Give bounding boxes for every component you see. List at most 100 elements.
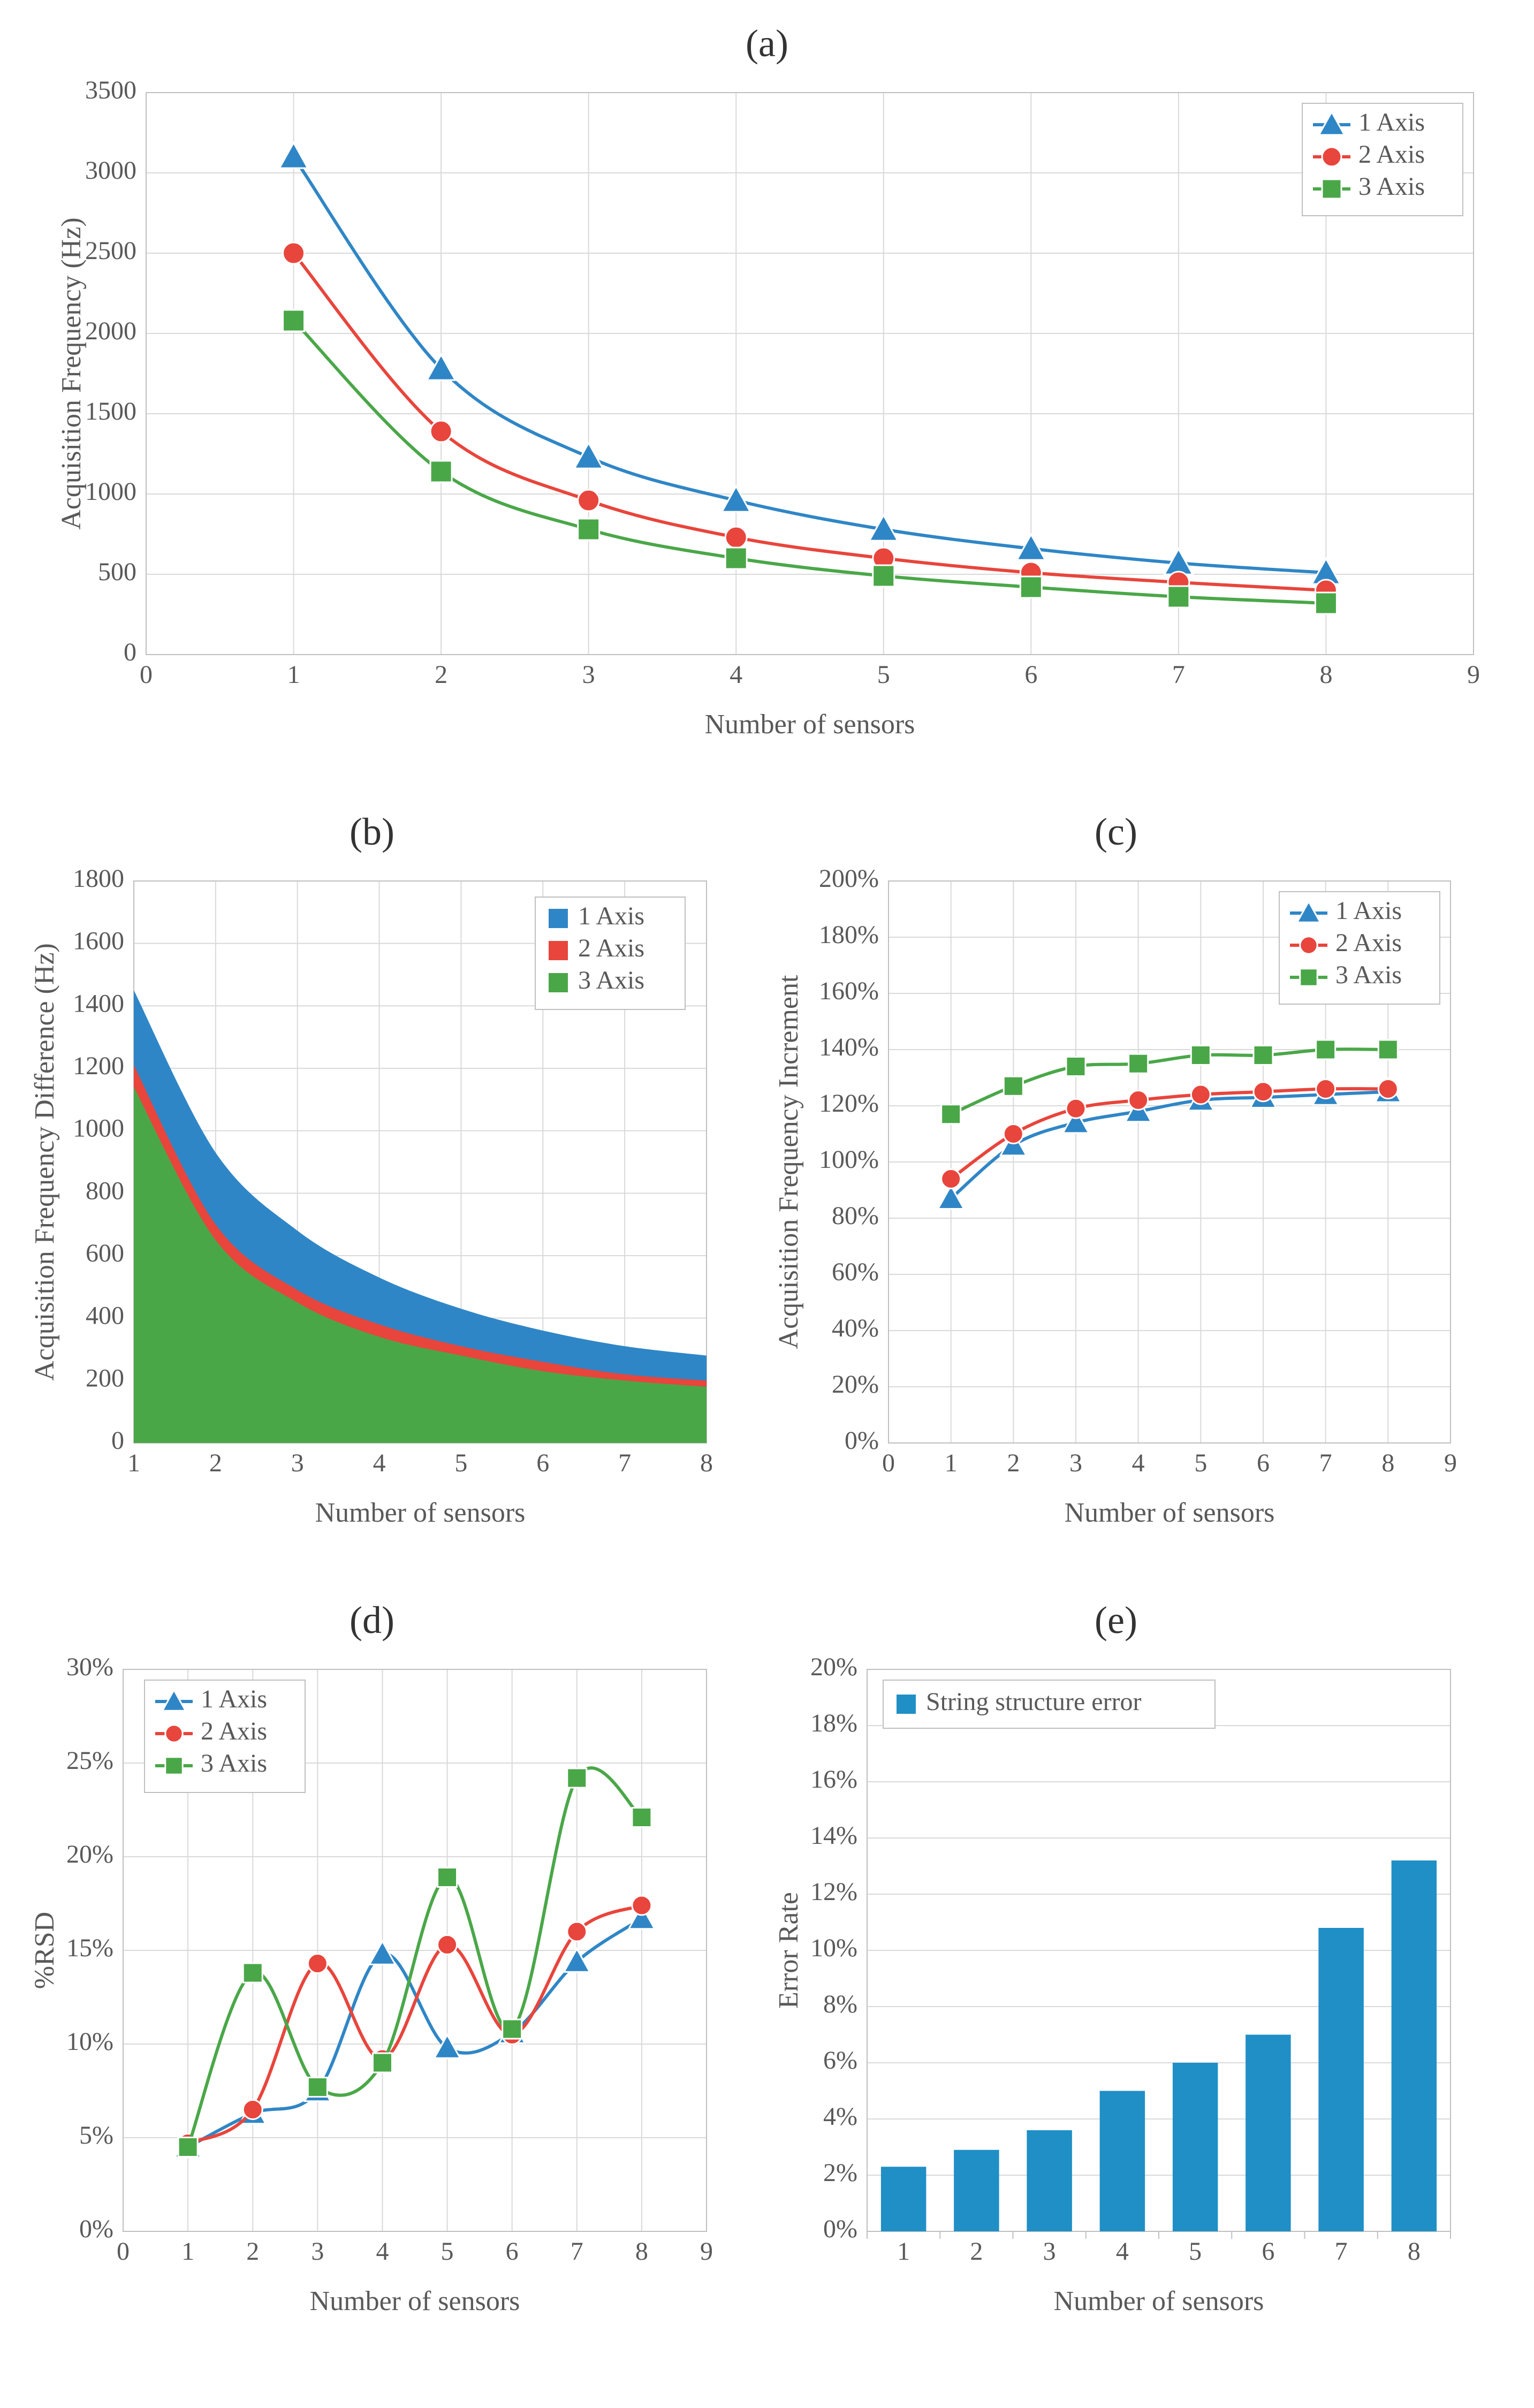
svg-text:16%: 16%: [810, 1765, 857, 1794]
svg-text:2: 2: [209, 1449, 222, 1477]
svg-text:3 Axis: 3 Axis: [578, 966, 644, 994]
svg-text:Error Rate: Error Rate: [773, 1892, 804, 2009]
svg-text:0: 0: [882, 1449, 895, 1477]
svg-text:Number of sensors: Number of sensors: [705, 709, 915, 740]
panel-b: (b) 020040060080010001200140016001800123…: [21, 810, 723, 1534]
svg-text:3: 3: [1043, 2237, 1056, 2266]
svg-text:0: 0: [140, 660, 153, 689]
svg-text:20%: 20%: [810, 1653, 857, 1681]
svg-text:10%: 10%: [810, 1934, 857, 1962]
svg-text:6: 6: [1024, 660, 1037, 689]
svg-text:1 Axis: 1 Axis: [1335, 897, 1402, 925]
svg-text:3 Axis: 3 Axis: [201, 1749, 267, 1777]
svg-text:Number of sensors: Number of sensors: [1054, 2286, 1264, 2316]
svg-text:Acquisition Frequency Differen: Acquisition Frequency Difference (Hz): [29, 943, 60, 1381]
svg-text:9: 9: [700, 2237, 713, 2266]
svg-text:3 Axis: 3 Axis: [1335, 961, 1402, 989]
svg-text:0%: 0%: [79, 2215, 113, 2243]
svg-text:1: 1: [945, 1449, 958, 1477]
svg-text:8: 8: [1319, 660, 1332, 689]
chart-b: 0200400600800100012001400160018001234567…: [21, 865, 723, 1534]
svg-text:7: 7: [1335, 2237, 1348, 2266]
svg-text:1000: 1000: [73, 1114, 124, 1143]
svg-text:1000: 1000: [85, 477, 136, 506]
panel-e: (e) 0%2%4%6%8%10%12%14%16%18%20%12345678…: [765, 1598, 1467, 2322]
svg-text:15%: 15%: [66, 1934, 113, 1962]
chart-a: 05001000150020002500300035000123456789Nu…: [44, 77, 1490, 746]
svg-text:6: 6: [1262, 2237, 1274, 2266]
svg-text:5%: 5%: [79, 2121, 113, 2149]
svg-text:2 Axis: 2 Axis: [201, 1717, 267, 1745]
svg-text:Number of sensors: Number of sensors: [315, 1498, 526, 1528]
svg-text:8: 8: [700, 1449, 713, 1477]
svg-text:200%: 200%: [819, 865, 879, 893]
svg-text:140%: 140%: [819, 1033, 879, 1061]
svg-text:600: 600: [86, 1239, 124, 1267]
svg-text:3: 3: [582, 660, 595, 689]
svg-text:1200: 1200: [73, 1052, 124, 1080]
svg-text:80%: 80%: [832, 1202, 879, 1230]
svg-text:60%: 60%: [832, 1258, 879, 1286]
panel-d-label: (d): [350, 1598, 394, 1643]
svg-text:1: 1: [897, 2237, 910, 2266]
svg-text:180%: 180%: [819, 921, 879, 949]
svg-text:0%: 0%: [845, 1426, 879, 1455]
svg-text:5: 5: [441, 2237, 454, 2266]
svg-text:2: 2: [970, 2237, 983, 2266]
panel-c: (c) 0%20%40%60%80%100%120%140%160%180%20…: [765, 810, 1467, 1534]
svg-text:%RSD: %RSD: [29, 1912, 60, 1989]
svg-text:800: 800: [86, 1176, 124, 1205]
svg-text:2 Axis: 2 Axis: [1358, 140, 1425, 169]
svg-text:5: 5: [877, 660, 890, 689]
svg-text:8: 8: [635, 2237, 648, 2266]
svg-text:6: 6: [506, 2237, 519, 2266]
svg-text:14%: 14%: [810, 1821, 857, 1850]
chart-d: 0%5%10%15%20%25%30%0123456789Number of s…: [21, 1653, 723, 2322]
svg-text:6: 6: [1257, 1449, 1270, 1477]
svg-text:2: 2: [1007, 1449, 1020, 1477]
svg-text:5: 5: [1189, 2237, 1202, 2266]
svg-text:6%: 6%: [823, 2046, 857, 2075]
svg-text:1: 1: [181, 2237, 194, 2266]
svg-text:100%: 100%: [819, 1145, 879, 1174]
svg-text:10%: 10%: [66, 2027, 113, 2056]
svg-text:1 Axis: 1 Axis: [578, 902, 644, 930]
panel-c-label: (c): [1095, 810, 1137, 854]
svg-text:2000: 2000: [85, 317, 136, 345]
panel-a: (a) 050010001500200025003000350001234567…: [21, 21, 1513, 746]
svg-text:20%: 20%: [66, 1840, 113, 1868]
svg-text:3: 3: [311, 2237, 324, 2266]
svg-text:8: 8: [1408, 2237, 1421, 2266]
chart-c: 0% 20% 40% 60% 80% 100% 120% 140% 160% 180% 200% 0 1…: [765, 865, 1467, 1534]
panel-d: (d) 0%5%10%15%20%25%30%0123456789Number …: [21, 1598, 723, 2322]
svg-text:20%: 20%: [832, 1370, 879, 1399]
svg-text:400: 400: [86, 1302, 124, 1330]
svg-text:1: 1: [127, 1449, 140, 1477]
svg-text:120%: 120%: [819, 1089, 879, 1118]
chart-e: 0%2%4%6%8%10%12%14%16%18%20%12345678Numb…: [765, 1653, 1467, 2322]
svg-text:4: 4: [1116, 2237, 1129, 2266]
svg-text:160%: 160%: [819, 977, 879, 1005]
svg-text:2 Axis: 2 Axis: [1335, 929, 1402, 957]
svg-text:25%: 25%: [66, 1746, 113, 1775]
svg-text:Acquisition Frequency (Hz): Acquisition Frequency (Hz): [56, 217, 87, 529]
panel-a-label: (a): [746, 21, 788, 66]
svg-text:5: 5: [454, 1449, 467, 1477]
svg-text:3500: 3500: [85, 77, 136, 104]
svg-text:30%: 30%: [66, 1653, 113, 1681]
svg-text:0: 0: [124, 638, 136, 666]
svg-text:4: 4: [1132, 1449, 1145, 1477]
svg-text:5: 5: [1194, 1449, 1207, 1477]
svg-text:1 Axis: 1 Axis: [1358, 108, 1425, 136]
svg-text:500: 500: [98, 558, 136, 586]
svg-text:12%: 12%: [810, 1878, 857, 1906]
svg-text:2: 2: [246, 2237, 259, 2266]
svg-text:3: 3: [1069, 1449, 1082, 1477]
svg-text:1: 1: [287, 660, 300, 689]
svg-text:Number of sensors: Number of sensors: [310, 2286, 520, 2316]
svg-text:2500: 2500: [85, 237, 136, 265]
svg-text:40%: 40%: [832, 1314, 879, 1342]
svg-text:200: 200: [86, 1364, 124, 1392]
svg-text:3000: 3000: [85, 156, 136, 185]
svg-text:1500: 1500: [85, 397, 136, 426]
